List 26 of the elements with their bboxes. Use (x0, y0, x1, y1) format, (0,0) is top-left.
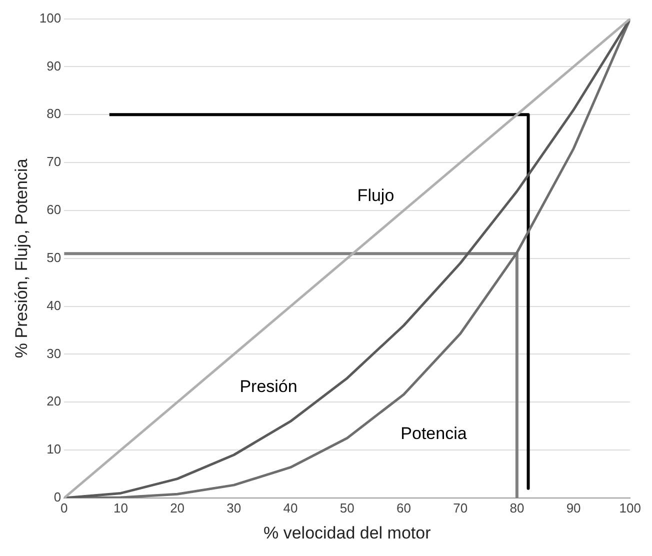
x-tick-label: 40 (283, 500, 298, 516)
series-label: Flujo (357, 186, 394, 206)
y-tick-label: 50 (46, 250, 62, 265)
x-tick-label: 70 (453, 500, 468, 516)
y-tick-label: 90 (46, 58, 62, 74)
y-tick-label: 70 (46, 154, 62, 170)
x-tick-label: 20 (170, 500, 185, 516)
series-label: Potencia (400, 424, 468, 444)
x-tick-label: 50 (340, 500, 354, 516)
y-tick-label: 60 (46, 202, 62, 218)
x-tick-label: 90 (566, 500, 581, 516)
y-tick-label: 80 (46, 106, 62, 122)
x-tick-label: 30 (226, 500, 242, 516)
x-tick-label: 10 (113, 500, 128, 516)
x-tick-label: 80 (510, 500, 524, 516)
y-tick-label: 10 (46, 442, 62, 457)
y-axis-title: % Presión, Flujo, Potencia (12, 158, 31, 358)
y-tick-label: 40 (46, 298, 62, 313)
x-tick-label: 60 (396, 500, 411, 516)
y-tick-label: 20 (46, 394, 62, 409)
y-tick-label: 0 (54, 490, 62, 505)
series-label: Presión (240, 377, 298, 396)
y-tick-label: 100 (39, 10, 62, 26)
y-tick-label: 30 (46, 346, 62, 361)
x-axis-title: % velocidad del motor (263, 523, 432, 542)
x-tick-label: 100 (619, 500, 642, 516)
